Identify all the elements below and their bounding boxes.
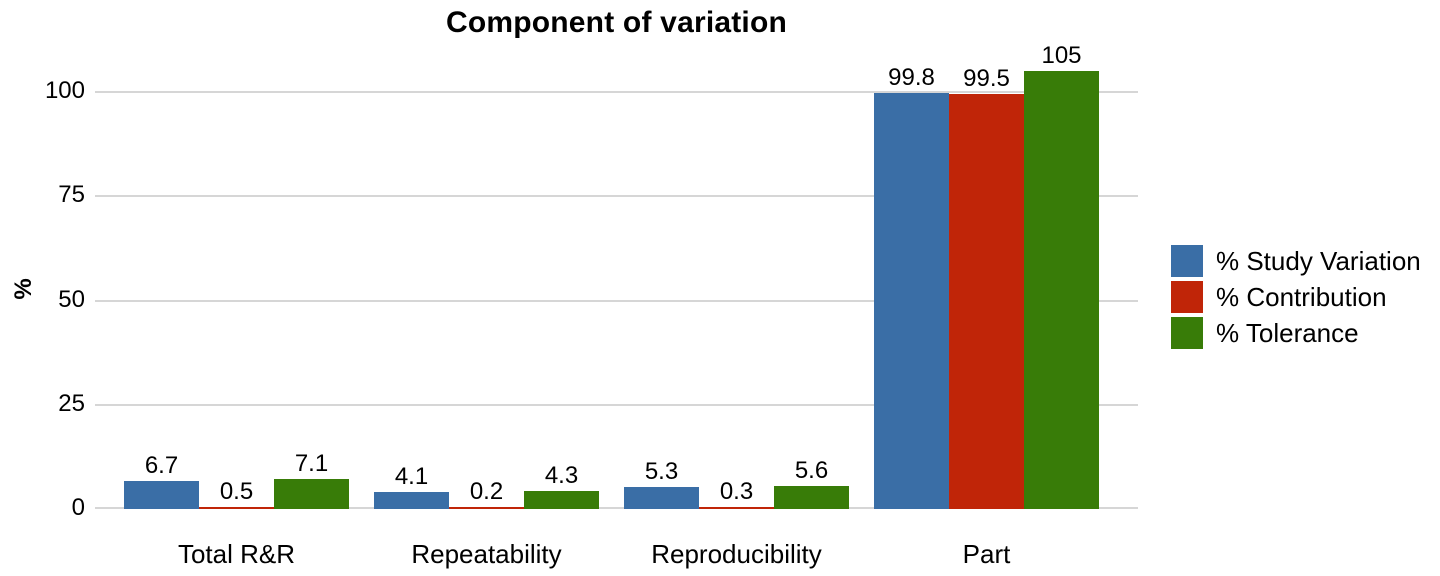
y-tick-label: 50 bbox=[58, 285, 85, 313]
bar-value-label: 99.8 bbox=[888, 64, 935, 91]
bar-value-label: 105 bbox=[1041, 42, 1082, 69]
bar bbox=[699, 507, 774, 509]
category-label: Reproducibility bbox=[651, 539, 822, 569]
legend-item: % Contribution bbox=[1171, 281, 1421, 313]
y-tick-label: 100 bbox=[44, 77, 85, 104]
bar-value-label: 0.5 bbox=[219, 478, 254, 505]
bar bbox=[774, 486, 849, 509]
bar bbox=[874, 93, 949, 509]
plot-area: 6.7 0.5 7.1 Total R&R 4.1 0.2 4.3 Repeatability… bbox=[95, 43, 1138, 569]
category-label: Part bbox=[962, 539, 1011, 569]
gridline bbox=[95, 195, 1138, 198]
y-tick-label: 0 bbox=[71, 494, 85, 521]
gridline bbox=[95, 299, 1138, 302]
legend-label: % Tolerance bbox=[1216, 318, 1359, 348]
bar bbox=[624, 487, 699, 509]
category-label: Repeatability bbox=[411, 539, 562, 569]
gridline bbox=[95, 403, 1138, 406]
bar bbox=[949, 94, 1024, 509]
bar-value-label: 99.5 bbox=[963, 65, 1010, 92]
bar bbox=[274, 479, 349, 509]
bar-value-label: 5.6 bbox=[794, 457, 829, 484]
bar bbox=[199, 507, 274, 509]
legend-item: % Study Variation bbox=[1171, 245, 1421, 277]
legend-label: % Contribution bbox=[1216, 282, 1387, 312]
legend-label: % Study Variation bbox=[1216, 246, 1421, 276]
chart-title: Component of variation bbox=[445, 6, 788, 39]
bar bbox=[524, 491, 599, 509]
category-label: Total R&R bbox=[177, 539, 296, 569]
bar bbox=[449, 507, 524, 509]
y-tick-label: 75 bbox=[58, 181, 85, 209]
gridline bbox=[95, 507, 1138, 509]
legend: % Study Variation % Contribution % Toleran… bbox=[1171, 245, 1421, 349]
legend-item: % Tolerance bbox=[1171, 317, 1421, 349]
legend-swatch bbox=[1171, 281, 1203, 313]
bar-value-label: 5.3 bbox=[644, 458, 679, 485]
bar-value-label: 6.7 bbox=[144, 452, 179, 479]
legend-swatch bbox=[1171, 317, 1203, 349]
bar-value-label: 0.3 bbox=[719, 478, 754, 505]
bar-value-label: 4.1 bbox=[394, 463, 429, 490]
bar bbox=[374, 492, 449, 509]
bar-value-label: 7.1 bbox=[294, 450, 329, 477]
y-tick-label: 25 bbox=[58, 389, 85, 417]
bar bbox=[1024, 71, 1099, 509]
bar bbox=[124, 481, 199, 509]
bar-value-label: 0.2 bbox=[469, 478, 504, 505]
gridline bbox=[95, 91, 1138, 93]
bar-value-label: 4.3 bbox=[544, 462, 579, 489]
legend-swatch bbox=[1171, 245, 1203, 277]
